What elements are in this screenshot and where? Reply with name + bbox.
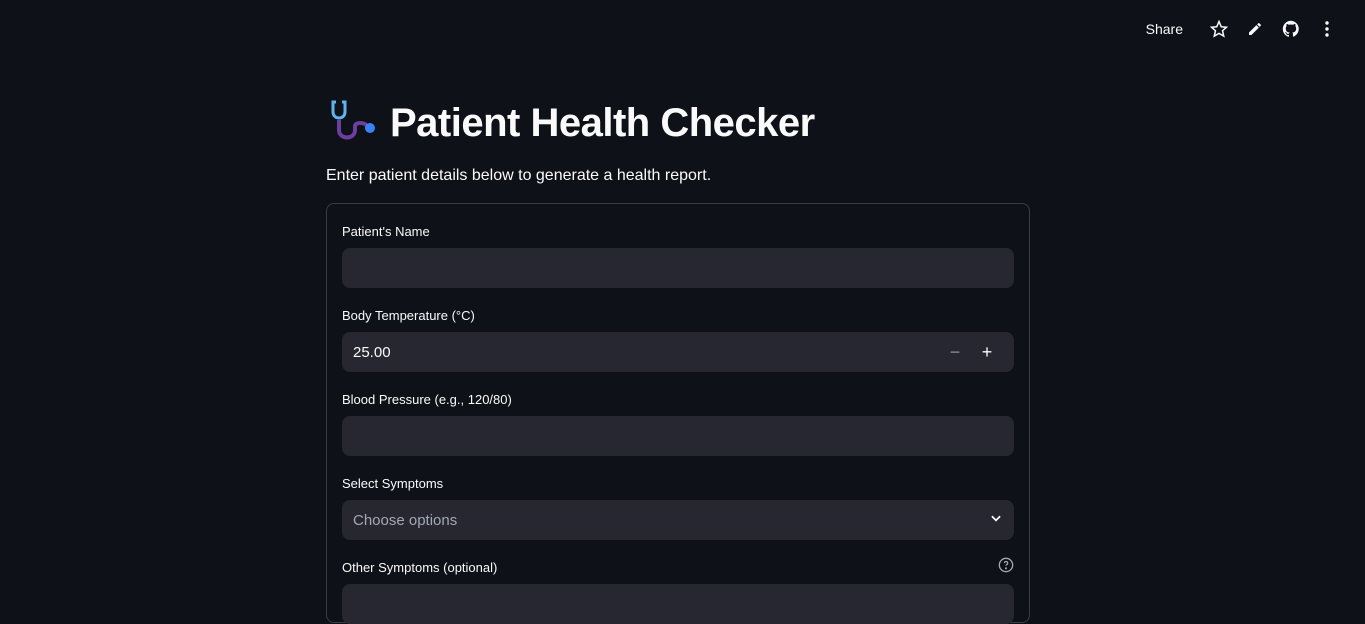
other-symptoms-input[interactable] (342, 584, 1014, 624)
page-heading: Patient Health Checker (390, 100, 815, 145)
help-circle-icon[interactable] (998, 557, 1014, 579)
temperature-value[interactable]: 25.00 (353, 343, 391, 361)
patient-name-input[interactable] (342, 248, 1014, 288)
symptoms-placeholder: Choose options (353, 511, 458, 529)
symptoms-label: Select Symptoms (342, 476, 444, 491)
pencil-icon[interactable] (1237, 18, 1273, 40)
patient-form: Patient's Name Body Temperature (°C) 25.… (326, 203, 1030, 624)
main-content: Patient Health Checker Enter patient det… (326, 95, 1030, 624)
star-icon[interactable] (1201, 18, 1237, 40)
name-label: Patient's Name (342, 224, 430, 239)
symptoms-multiselect[interactable]: Choose options (342, 500, 1014, 540)
chevron-down-icon[interactable] (989, 511, 1003, 529)
stethoscope-icon (326, 98, 376, 149)
page-subtitle: Enter patient details below to generate … (326, 167, 712, 184)
github-icon[interactable] (1273, 18, 1309, 40)
other-symptoms-label: Other Symptoms (optional) (342, 560, 498, 575)
temperature-label: Body Temperature (°C) (342, 308, 475, 323)
app-toolbar: Share (1146, 18, 1345, 40)
temperature-input[interactable]: 25.00 − + (342, 332, 1014, 372)
other-symptoms-label-row: Other Symptoms (optional) (342, 557, 1014, 579)
more-vertical-icon[interactable] (1309, 18, 1345, 40)
share-button[interactable]: Share (1145, 21, 1183, 37)
page-title: Patient Health Checker (326, 95, 1030, 151)
blood-pressure-label: Blood Pressure (e.g., 120/80) (342, 392, 512, 407)
increment-button[interactable]: + (981, 341, 993, 362)
decrement-button[interactable]: − (949, 341, 961, 362)
blood-pressure-input[interactable] (342, 416, 1014, 456)
